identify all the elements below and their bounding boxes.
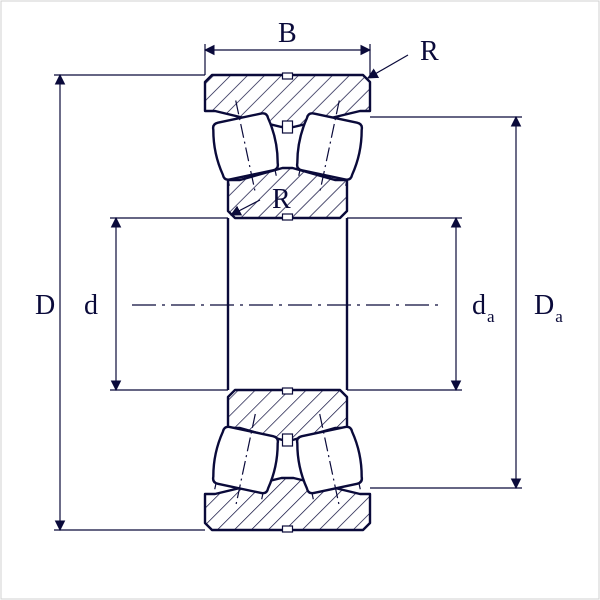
svg-text:R: R bbox=[272, 184, 291, 215]
leader-R-outer-chamfer bbox=[368, 55, 408, 78]
label-d-a-subscript: a bbox=[487, 307, 495, 326]
label-R-outer: R bbox=[420, 36, 439, 67]
outer-ring-notch-bottom bbox=[283, 526, 293, 532]
svg-text:B: B bbox=[278, 18, 297, 49]
svg-text:d: d bbox=[84, 290, 98, 321]
label-B-text: B bbox=[278, 18, 297, 49]
label-d-a: da bbox=[472, 290, 495, 326]
svg-text:R: R bbox=[420, 36, 439, 67]
outer-ring-notch-top bbox=[283, 73, 293, 79]
label-D: D bbox=[35, 290, 55, 321]
svg-text:da: da bbox=[472, 290, 495, 326]
label-B: B bbox=[278, 18, 297, 49]
bearing-cross-section-diagram: DddaDaBRR bbox=[0, 0, 600, 600]
label-R-outer-text: R bbox=[420, 36, 439, 67]
label-D-a: Da bbox=[534, 290, 563, 326]
label-d-a-text: d bbox=[472, 290, 486, 321]
svg-text:Da: Da bbox=[534, 290, 563, 326]
cage-bottom bbox=[283, 434, 293, 446]
label-R-inner-text: R bbox=[272, 184, 291, 215]
label-D-a-subscript: a bbox=[555, 307, 563, 326]
label-D-text: D bbox=[35, 290, 55, 321]
label-d: d bbox=[84, 290, 98, 321]
svg-text:D: D bbox=[35, 290, 55, 321]
inner-ring-notch-bottom bbox=[283, 388, 293, 394]
label-R-inner: R bbox=[272, 184, 291, 215]
label-D-a-text: D bbox=[534, 290, 554, 321]
cage-top bbox=[283, 121, 293, 133]
label-d-text: d bbox=[84, 290, 98, 321]
